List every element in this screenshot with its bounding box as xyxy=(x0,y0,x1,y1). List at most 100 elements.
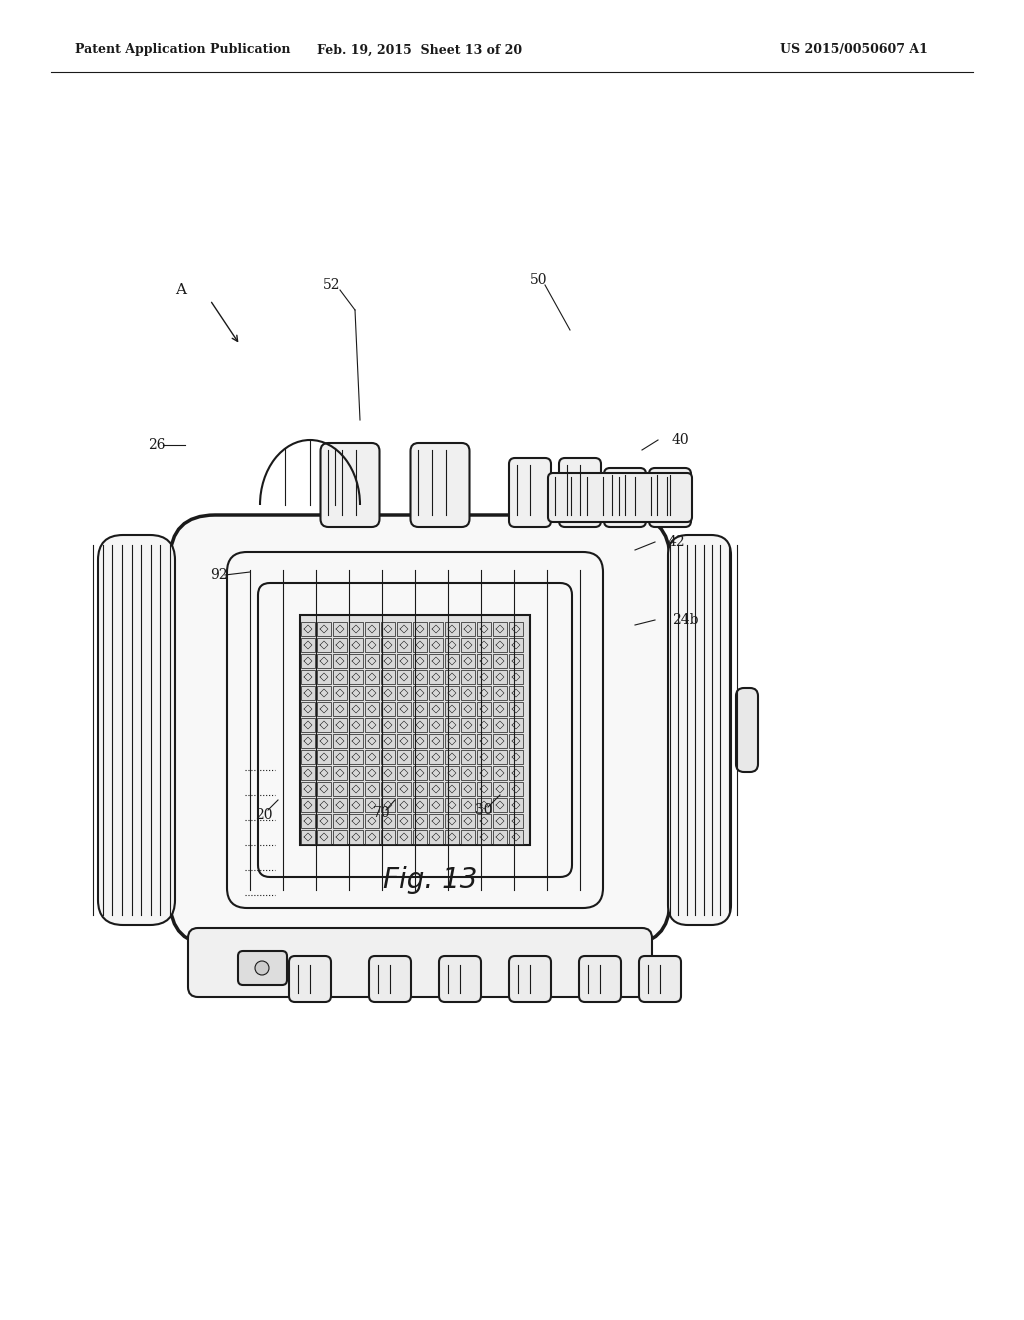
Text: US 2015/0050607 A1: US 2015/0050607 A1 xyxy=(780,44,928,57)
FancyBboxPatch shape xyxy=(509,458,551,527)
Bar xyxy=(493,830,507,843)
Bar xyxy=(493,638,507,652)
Bar xyxy=(317,814,331,828)
Bar xyxy=(365,702,379,715)
Bar xyxy=(381,799,395,812)
Bar xyxy=(317,702,331,715)
Text: 42: 42 xyxy=(668,535,686,549)
Bar xyxy=(509,671,523,684)
Bar xyxy=(301,814,315,828)
Bar xyxy=(493,622,507,636)
Bar xyxy=(317,781,331,796)
Bar xyxy=(365,686,379,700)
Bar xyxy=(317,671,331,684)
Bar xyxy=(413,799,427,812)
FancyBboxPatch shape xyxy=(639,956,681,1002)
Bar xyxy=(477,653,490,668)
Bar xyxy=(429,734,443,748)
Bar xyxy=(461,671,475,684)
Bar xyxy=(413,653,427,668)
FancyBboxPatch shape xyxy=(238,950,287,985)
Bar xyxy=(477,702,490,715)
Bar xyxy=(413,686,427,700)
Bar xyxy=(365,653,379,668)
Bar xyxy=(429,781,443,796)
Bar xyxy=(317,799,331,812)
Bar xyxy=(461,622,475,636)
Bar xyxy=(493,781,507,796)
Bar xyxy=(349,781,362,796)
Bar xyxy=(397,622,411,636)
Bar xyxy=(333,671,347,684)
Bar xyxy=(477,781,490,796)
Bar xyxy=(381,766,395,780)
Bar xyxy=(429,830,443,843)
Bar xyxy=(445,702,459,715)
Bar xyxy=(477,799,490,812)
Bar xyxy=(333,653,347,668)
Bar xyxy=(349,766,362,780)
Bar xyxy=(509,750,523,764)
Bar xyxy=(445,799,459,812)
Bar xyxy=(381,750,395,764)
Bar xyxy=(381,734,395,748)
Bar xyxy=(301,671,315,684)
Text: 92: 92 xyxy=(210,568,227,582)
Bar xyxy=(365,734,379,748)
Bar xyxy=(349,734,362,748)
Bar xyxy=(509,734,523,748)
Bar xyxy=(429,799,443,812)
Bar xyxy=(413,830,427,843)
Bar xyxy=(397,734,411,748)
Bar xyxy=(445,781,459,796)
Bar xyxy=(429,686,443,700)
Bar xyxy=(477,718,490,733)
Bar xyxy=(461,799,475,812)
Bar xyxy=(413,671,427,684)
Bar xyxy=(461,766,475,780)
Bar xyxy=(509,622,523,636)
Bar xyxy=(461,734,475,748)
Text: 70: 70 xyxy=(373,807,390,820)
Bar xyxy=(397,781,411,796)
Bar xyxy=(493,671,507,684)
Bar xyxy=(301,622,315,636)
Bar xyxy=(461,686,475,700)
Bar xyxy=(445,638,459,652)
Bar xyxy=(461,718,475,733)
Bar xyxy=(317,622,331,636)
Bar xyxy=(317,686,331,700)
Bar xyxy=(413,750,427,764)
Text: 52: 52 xyxy=(323,279,341,292)
Bar xyxy=(493,750,507,764)
Bar xyxy=(397,830,411,843)
Bar xyxy=(429,814,443,828)
Bar xyxy=(413,638,427,652)
Text: A: A xyxy=(175,282,186,297)
Bar xyxy=(365,622,379,636)
Bar xyxy=(365,814,379,828)
Bar xyxy=(461,653,475,668)
FancyBboxPatch shape xyxy=(649,469,691,527)
Bar xyxy=(349,671,362,684)
Bar xyxy=(349,702,362,715)
Bar xyxy=(413,622,427,636)
Bar xyxy=(429,638,443,652)
Text: 24b: 24b xyxy=(672,612,698,627)
Bar xyxy=(317,734,331,748)
Bar xyxy=(333,799,347,812)
Bar xyxy=(429,702,443,715)
Bar xyxy=(509,781,523,796)
Bar xyxy=(349,686,362,700)
Bar xyxy=(365,799,379,812)
Bar xyxy=(333,734,347,748)
Bar xyxy=(477,622,490,636)
Bar xyxy=(493,718,507,733)
Bar xyxy=(301,686,315,700)
Bar xyxy=(365,750,379,764)
Bar xyxy=(397,702,411,715)
Bar xyxy=(301,750,315,764)
Bar xyxy=(349,622,362,636)
Bar xyxy=(317,750,331,764)
Bar xyxy=(333,766,347,780)
